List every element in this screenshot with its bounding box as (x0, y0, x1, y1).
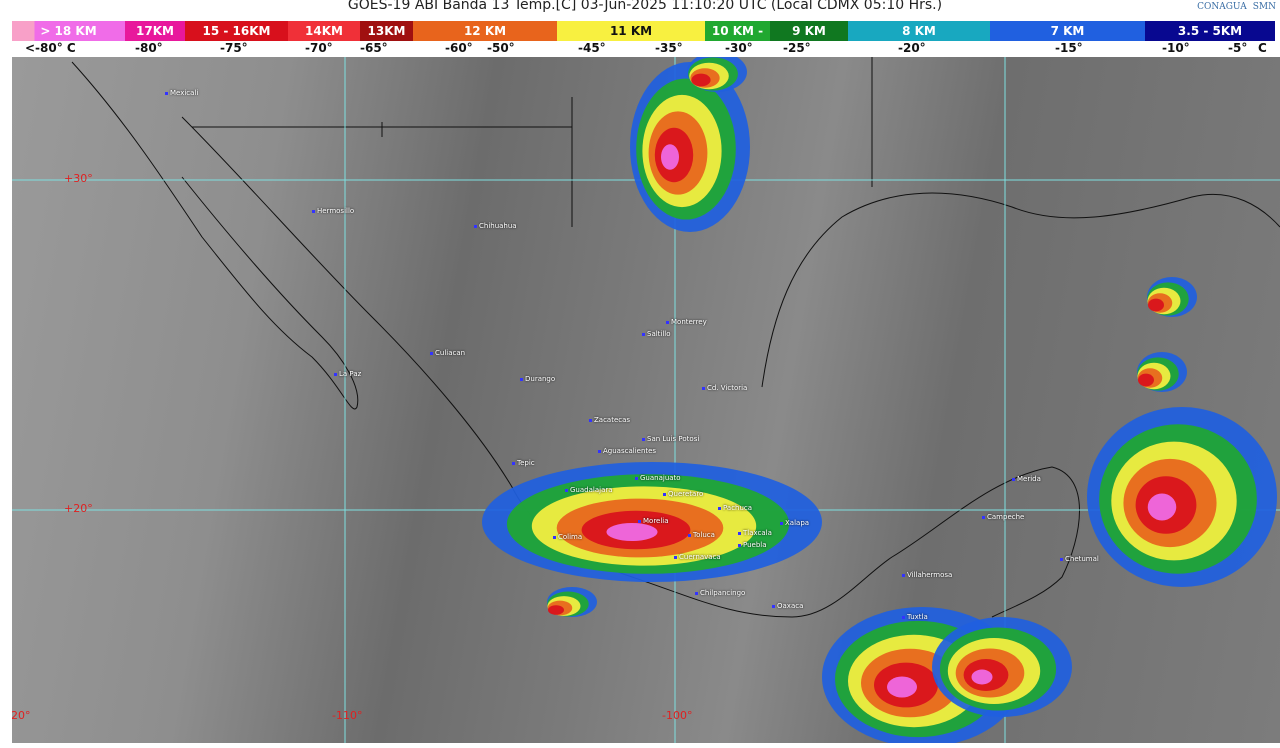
city-label: Villahermosa (902, 571, 952, 579)
temperature-label: -75° (220, 41, 248, 55)
city-label: Tuxtla (902, 613, 928, 621)
temperature-scale: <-80° C -80° -75° -70° -65° -60° -50° -45° -35° -… (0, 41, 1280, 57)
city-label: Toluca (688, 531, 715, 539)
lon-label: -110° (332, 709, 363, 722)
cloud-top-contour (887, 676, 917, 698)
legend-segment: 7 KM (990, 21, 1145, 41)
city-label: Tlaxcala (738, 529, 772, 537)
color-legend: > 18 KM 17KM 15 - 16KM 14KM 13KM 12 KM 11 KM 10… (12, 21, 1275, 41)
temperature-label: -60° (445, 41, 473, 55)
temperature-label: -5° (1228, 41, 1248, 55)
temperature-label: C (1258, 41, 1267, 55)
temperature-label: -70° (305, 41, 333, 55)
map-overlay (12, 57, 1280, 743)
city-label: Colima (553, 533, 582, 541)
image-title: GOES-19 ABI Banda 13 Temp.[C] 03-Jun-202… (347, 0, 943, 13)
temperature-label: -20° (898, 41, 926, 55)
legend-segment: 13KM (360, 21, 413, 41)
city-label: Chetumal (1060, 555, 1099, 563)
legend-segment: 9 KM (770, 21, 848, 41)
city-label: Cd. Victoria (702, 384, 747, 392)
lon-label: -120° (12, 709, 31, 722)
legend-segment: 12 KM (413, 21, 557, 41)
legend-segment: 14KM (288, 21, 360, 41)
cloud-top-contour (1148, 298, 1164, 312)
cloud-top-contour (661, 144, 679, 170)
temperature-label: <-80° C (25, 41, 76, 55)
temperature-label: -50° (487, 41, 515, 55)
temperature-label: -45° (578, 41, 606, 55)
temperature-label: -10° (1162, 41, 1190, 55)
city-label: Guadalajara (565, 486, 613, 494)
cloud-top-contour (1147, 493, 1177, 521)
city-label: Cuernavaca (674, 553, 721, 561)
city-label: Puebla (738, 541, 767, 549)
city-label: Hermosillo (312, 207, 354, 215)
city-label: Culiacan (430, 349, 465, 357)
coastlines (71, 57, 1280, 618)
temperature-label: -65° (360, 41, 388, 55)
city-label: Saltillo (642, 330, 671, 338)
lat-label: +30° (64, 172, 93, 185)
city-label: Morelia (638, 517, 669, 525)
city-label: La Paz (334, 370, 361, 378)
city-label: San Luis Potosi (642, 435, 699, 443)
city-label: Aguascalientes (598, 447, 656, 455)
city-label: Chihuahua (474, 222, 517, 230)
legend-segment: > 18 KM (12, 21, 125, 41)
lon-label: -100° (662, 709, 693, 722)
legend-segment: 3.5 - 5KM (1145, 21, 1275, 41)
conagua-logo: CONAGUA (1197, 2, 1247, 12)
satellite-map[interactable]: +30° +20° -120° -110° -100° Mexicali Herm… (12, 57, 1280, 743)
temperature-label: -35° (655, 41, 683, 55)
legend-segment: 8 KM (848, 21, 990, 41)
lat-label: +20° (64, 502, 93, 515)
temperature-label: -25° (783, 41, 811, 55)
city-label: Mexicali (165, 89, 198, 97)
city-label: Queretaro (663, 490, 703, 498)
city-label: Campeche (982, 513, 1024, 521)
cloud-top-contour (606, 523, 658, 541)
convective-clouds (482, 57, 1277, 743)
legend-segment: 10 KM - (705, 21, 770, 41)
city-label: Guanajuato (635, 474, 681, 482)
city-label: Xalapa (780, 519, 809, 527)
city-label: Oaxaca (772, 602, 803, 610)
smn-logo: SMN (1252, 2, 1276, 12)
city-label: Tepic (512, 459, 535, 467)
cloud-top-contour (548, 605, 564, 615)
city-label: Chilpancingo (695, 589, 745, 597)
cloud-top-contour (971, 669, 993, 685)
temperature-label: -15° (1055, 41, 1083, 55)
legend-segment: 17KM (125, 21, 185, 41)
cloud-top-contour (1138, 373, 1154, 387)
temperature-label: -30° (725, 41, 753, 55)
city-label: Merida (1012, 475, 1041, 483)
legend-segment: 11 KM (557, 21, 705, 41)
city-label: Monterrey (666, 318, 707, 326)
legend-segment: 15 - 16KM (185, 21, 288, 41)
logos: CONAGUA SMN (1197, 2, 1276, 12)
temperature-label: -80° (135, 41, 163, 55)
city-label: Durango (520, 375, 555, 383)
city-label: Pachuca (718, 504, 752, 512)
cloud-top-contour (691, 73, 711, 87)
city-label: Zacatecas (589, 416, 630, 424)
